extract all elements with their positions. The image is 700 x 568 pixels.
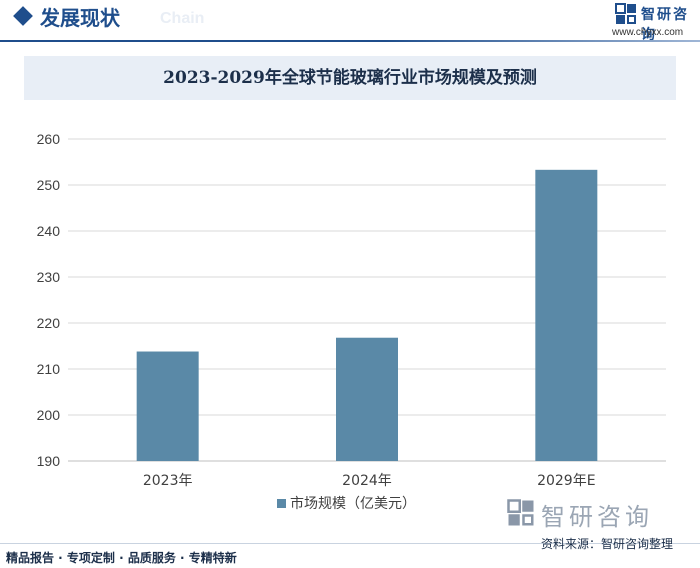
brand-url[interactable]: www.chyxx.com bbox=[612, 27, 684, 38]
x-tick-label: 2024年 bbox=[342, 473, 392, 489]
section-title: 发展现状 bbox=[40, 6, 120, 30]
legend-label: 市场规模（亿美元） bbox=[290, 495, 416, 512]
footer-brand-logo-icon bbox=[507, 499, 534, 526]
brand-name: 智研咨询 bbox=[641, 7, 689, 43]
y-tick-label: 250 bbox=[37, 177, 61, 193]
y-tick-label: 200 bbox=[37, 407, 61, 423]
header-divider bbox=[0, 40, 700, 42]
bar bbox=[535, 169, 598, 461]
footer-tagline: 精品报告 · 专项定制 · 品质服务 · 专精特新 bbox=[6, 551, 237, 565]
y-tick-label: 220 bbox=[37, 315, 61, 331]
y-tick-label: 190 bbox=[37, 453, 61, 469]
section-header: 发展现状 Chain 智研咨询 www.chyxx.com bbox=[0, 0, 700, 43]
y-tick-label: 240 bbox=[37, 223, 61, 239]
chart-title: 2023-2029年全球节能玻璃行业市场规模及预测 bbox=[163, 68, 537, 88]
x-tick-label: 2023年 bbox=[143, 473, 193, 489]
bar-chart: 190 200 210 220 230 240 250 260 2023年 2024年 2029年E… bbox=[37, 131, 666, 512]
y-tick-label: 230 bbox=[37, 269, 61, 285]
footer-divider bbox=[0, 543, 700, 544]
section-ghost-text: Chain bbox=[160, 10, 205, 27]
brand-logo-icon bbox=[615, 3, 636, 24]
bar bbox=[336, 337, 398, 461]
data-source-note: 资料来源：智研咨询整理 bbox=[541, 537, 674, 551]
y-tick-label: 210 bbox=[37, 361, 61, 377]
footer-brand-name: 智研咨询 bbox=[541, 503, 653, 531]
legend-swatch bbox=[277, 499, 286, 508]
y-tick-label: 260 bbox=[37, 131, 61, 147]
x-tick-label: 2029年E bbox=[537, 473, 595, 489]
chart-title-band: 2023-2029年全球节能玻璃行业市场规模及预测 bbox=[24, 56, 676, 100]
bar bbox=[136, 351, 199, 461]
